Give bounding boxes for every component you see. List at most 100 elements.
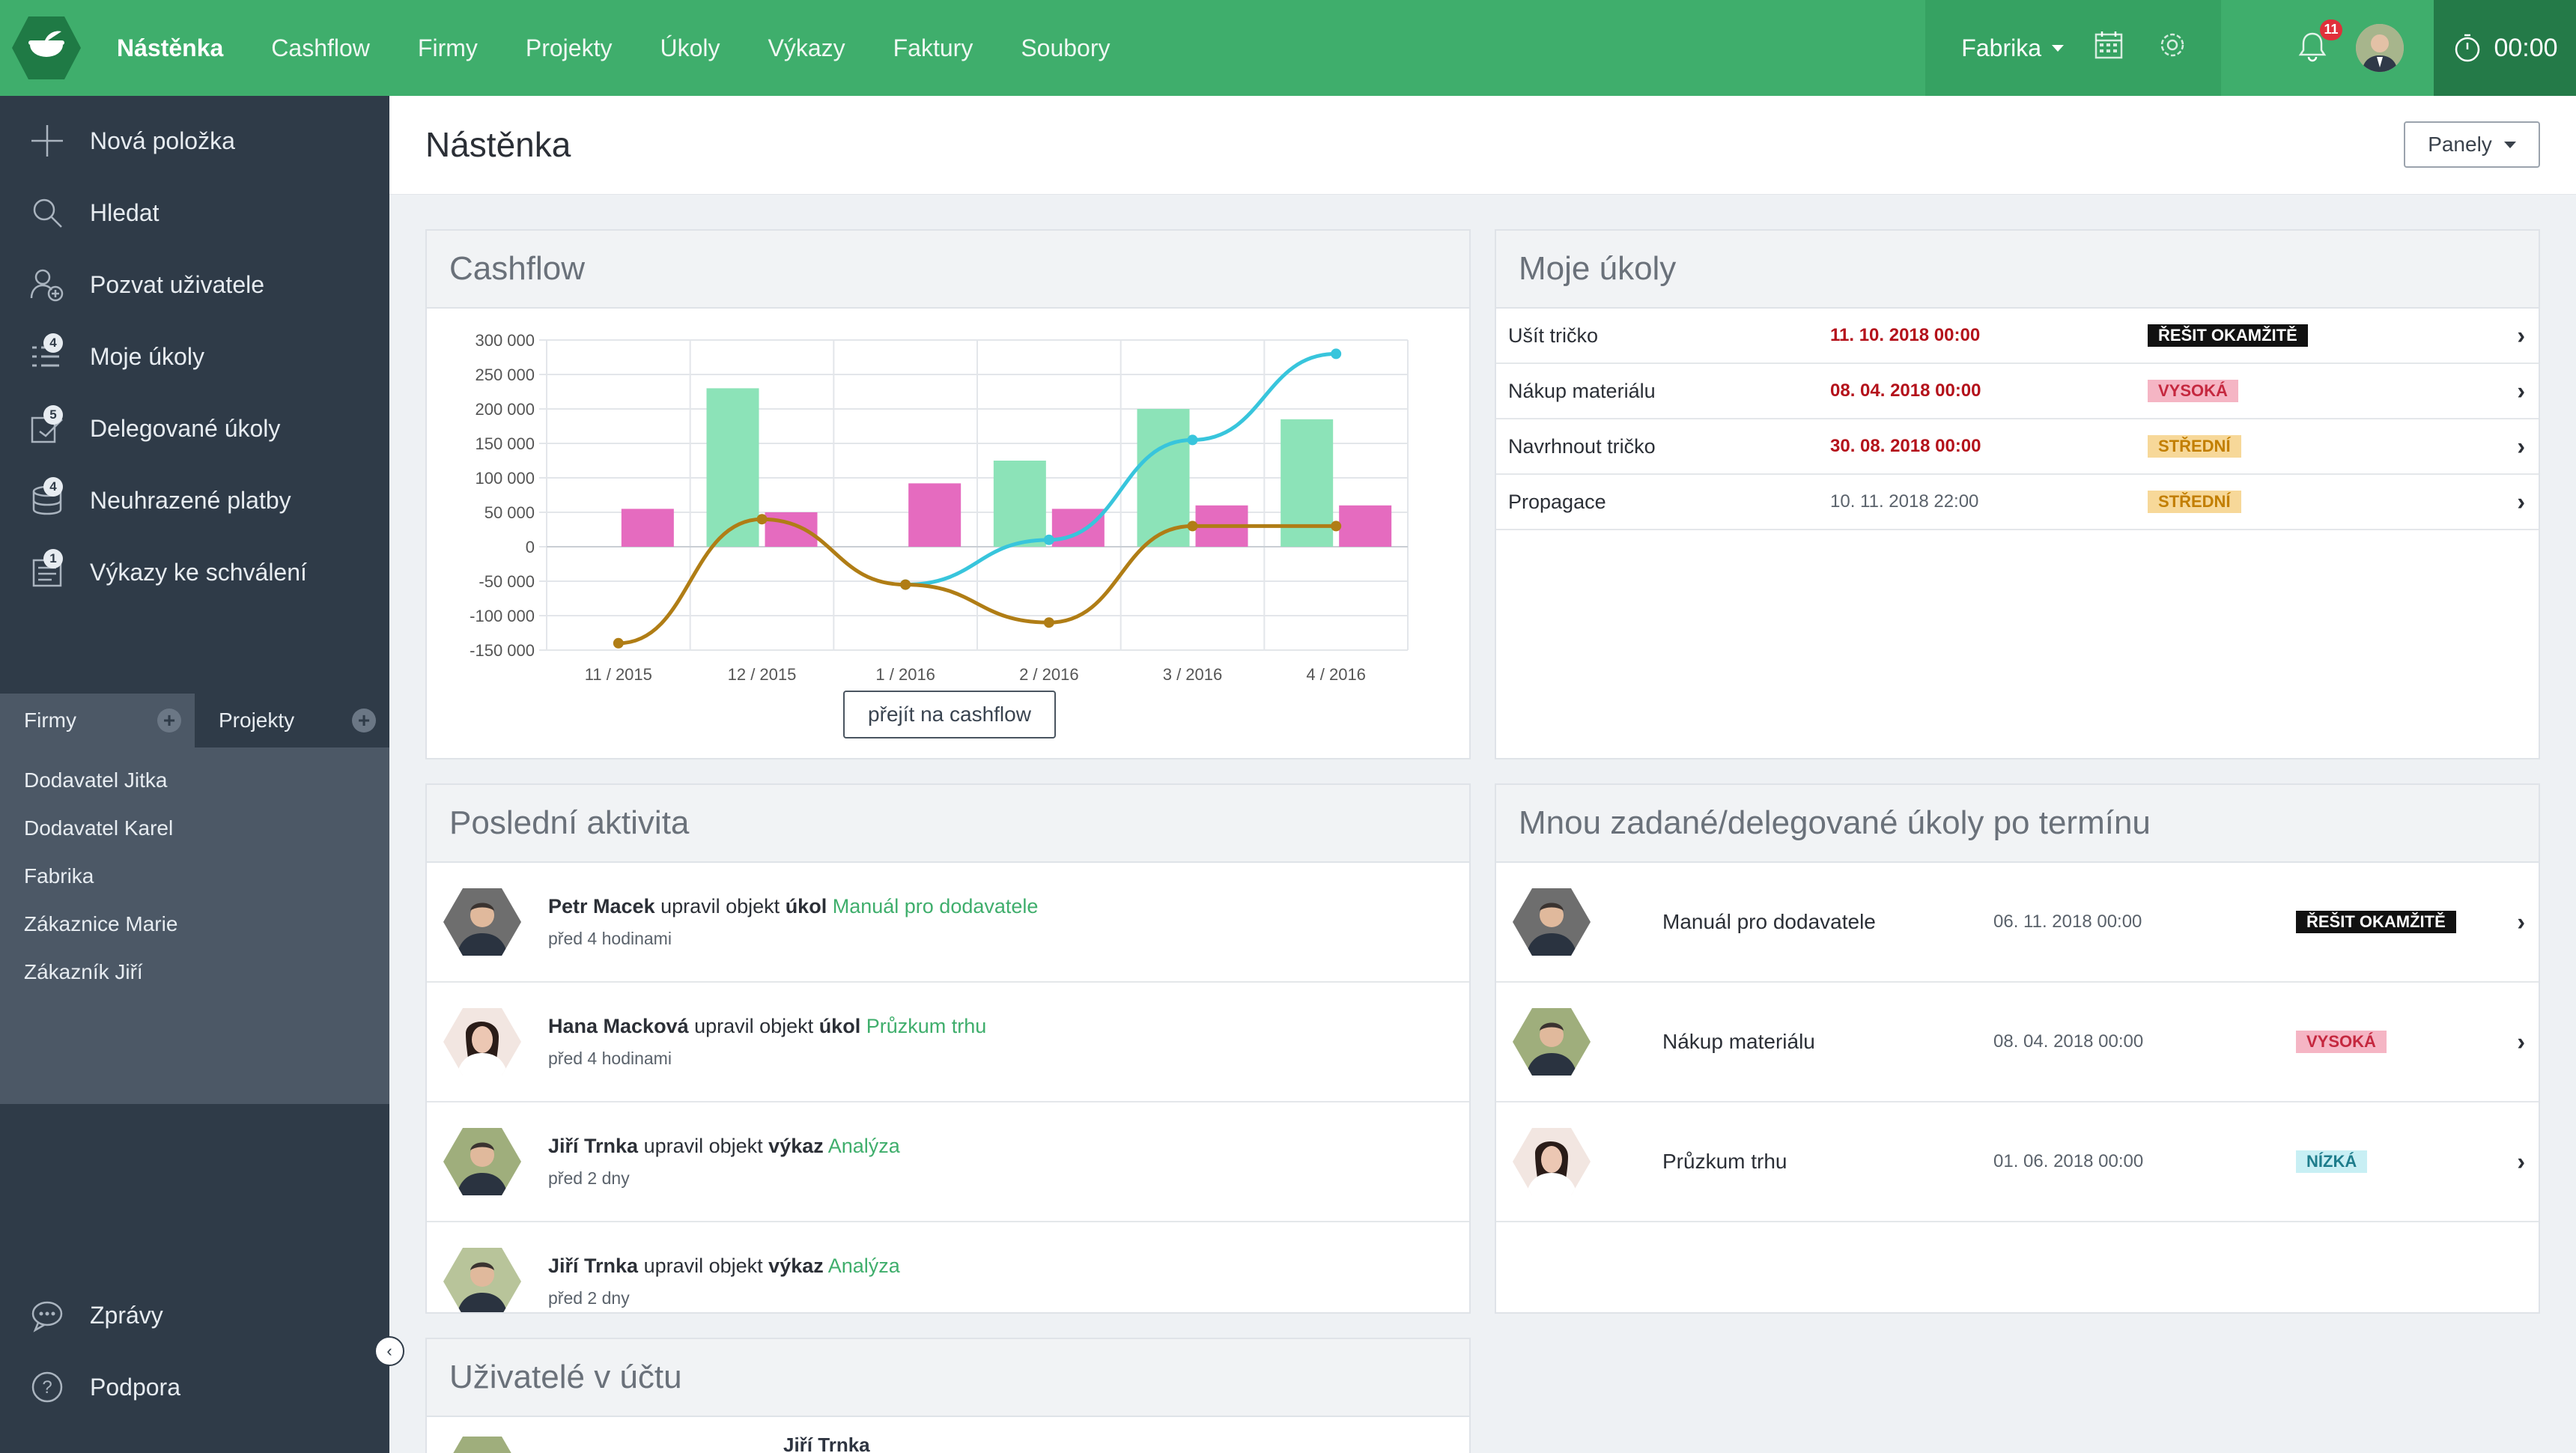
chart-point bbox=[1331, 521, 1342, 532]
activity-target-link[interactable]: Manuál pro dodavatele bbox=[832, 895, 1039, 917]
user-row[interactable]: Jiří Trnka bbox=[427, 1417, 1469, 1453]
activity-target-link[interactable]: Analýza bbox=[827, 1135, 900, 1157]
sidebar-item-zpravy[interactable]: Zprávy bbox=[0, 1279, 389, 1351]
activity-user[interactable]: Jiří Trnka bbox=[548, 1135, 639, 1157]
task-row[interactable]: Nákup materiálu 08. 04. 2018 00:00 VYSOKÁ › bbox=[1496, 364, 2539, 419]
user-avatar[interactable] bbox=[2356, 24, 2404, 72]
company-list-item[interactable]: Dodavatel Karel bbox=[24, 816, 174, 840]
user-name: Jiří Trnka bbox=[783, 1434, 870, 1453]
sidebar-item-podpora[interactable]: ? Podpora bbox=[0, 1351, 389, 1423]
add-company-icon[interactable]: + bbox=[157, 709, 181, 732]
user-avatar[interactable] bbox=[443, 1128, 521, 1195]
chevron-right-icon[interactable]: › bbox=[2517, 1028, 2525, 1055]
time-tracker-button[interactable]: 00:00 bbox=[2434, 0, 2576, 96]
priority-badge: VYSOKÁ bbox=[2296, 1031, 2387, 1053]
company-list-item[interactable]: Zákaznice Marie bbox=[24, 912, 178, 935]
sidebar-item-nova-polozka[interactable]: Nová položka bbox=[0, 105, 389, 177]
panels-dropdown[interactable]: Panely bbox=[2404, 121, 2540, 168]
app-logo-icon[interactable] bbox=[9, 10, 84, 85]
user-avatar[interactable] bbox=[443, 1008, 521, 1076]
activity-user[interactable]: Petr Macek bbox=[548, 895, 655, 917]
chevron-right-icon[interactable]: › bbox=[2517, 488, 2525, 515]
tab-firmy[interactable]: Firmy + bbox=[0, 694, 195, 747]
nav-item-projekty[interactable]: Projekty bbox=[525, 34, 613, 61]
invite-user-icon bbox=[27, 264, 67, 305]
chevron-right-icon[interactable]: › bbox=[2517, 432, 2525, 460]
task-name: Průzkum trhu bbox=[1662, 1150, 1787, 1173]
activity-verb: upravil objekt bbox=[654, 895, 786, 917]
nav-item-vykazy[interactable]: Výkazy bbox=[768, 34, 845, 61]
notifications-button[interactable]: 11 bbox=[2296, 19, 2342, 67]
sidebar-item-neuhrazene-platby[interactable]: 4 Neuhrazené platby bbox=[0, 464, 389, 536]
sidebar-item-hledat[interactable]: Hledat bbox=[0, 177, 389, 249]
gear-icon[interactable] bbox=[2157, 29, 2188, 67]
x-tick-label: 2 / 2016 bbox=[1019, 665, 1079, 684]
task-name: Propagace bbox=[1508, 490, 1606, 513]
chevron-down-icon bbox=[2052, 44, 2064, 52]
nav-item-cashflow[interactable]: Cashflow bbox=[271, 34, 370, 61]
panel-title: Mnou zadané/delegované úkoly po termínu bbox=[1496, 785, 2539, 863]
sidebar-item-label: Zprávy bbox=[90, 1301, 163, 1329]
chart-point bbox=[1187, 521, 1198, 532]
delegated-task-row[interactable]: Nákup materiálu 08. 04. 2018 00:00 VYSOKÁ › bbox=[1496, 983, 2539, 1102]
activity-user[interactable]: Hana Macková bbox=[548, 1015, 689, 1037]
user-avatar bbox=[443, 1437, 521, 1453]
user-avatar[interactable] bbox=[443, 1248, 521, 1312]
user-avatar bbox=[1513, 1008, 1591, 1076]
calendar-icon[interactable] bbox=[2094, 30, 2124, 66]
nav-item-nastenka[interactable]: Nástěnka bbox=[117, 34, 224, 61]
sidebar-item-vykazy-ke-schvaleni[interactable]: 1 Výkazy ke schválení bbox=[0, 536, 389, 608]
y-tick-label: -100 000 bbox=[470, 607, 535, 625]
task-row[interactable]: Ušít tričko 11. 10. 2018 00:00 ŘEŠIT OKAMŽ… bbox=[1496, 309, 2539, 364]
collapse-sidebar-button[interactable]: ‹ bbox=[374, 1336, 404, 1366]
sidebar-item-delegovane-ukoly[interactable]: 5 Delegované úkoly bbox=[0, 392, 389, 464]
user-avatar[interactable] bbox=[443, 888, 521, 956]
nav-item-firmy[interactable]: Firmy bbox=[417, 34, 478, 61]
count-badge: 4 bbox=[43, 333, 63, 353]
chevron-down-icon bbox=[2503, 141, 2516, 148]
cashflow-chart: 300 000 250 000 200 000 150 000 100 000 50 00… bbox=[470, 331, 1409, 684]
delegated-task-row[interactable]: Průzkum trhu 01. 06. 2018 00:00 NÍZKÁ › bbox=[1496, 1102, 2539, 1222]
nav-item-faktury[interactable]: Faktury bbox=[893, 34, 973, 61]
sidebar-item-label: Hledat bbox=[90, 198, 160, 226]
panel-title: Moje úkoly bbox=[1496, 231, 2539, 309]
task-deadline: 06. 11. 2018 00:00 bbox=[1993, 911, 2142, 932]
top-navbar: Nástěnka Cashflow Firmy Projekty Úkoly Výkazy… bbox=[0, 0, 2576, 96]
chevron-right-icon[interactable]: › bbox=[2517, 1147, 2525, 1175]
sidebar-item-pozvat-uzivatele[interactable]: Pozvat uživatele bbox=[0, 249, 389, 321]
activity-target-link[interactable]: Analýza bbox=[827, 1255, 900, 1277]
chevron-right-icon[interactable]: › bbox=[2517, 321, 2525, 349]
count-badge: 1 bbox=[43, 549, 63, 568]
users-panel: Uživatelé v účtu Jiří Trnka bbox=[425, 1338, 1471, 1453]
company-list-item[interactable]: Zákazník Jiří bbox=[24, 960, 143, 983]
timesheet-icon: 1 bbox=[27, 549, 67, 592]
company-list-item[interactable]: Fabrika bbox=[24, 864, 94, 888]
plus-icon bbox=[27, 121, 67, 161]
nav-item-ukoly[interactable]: Úkoly bbox=[660, 34, 720, 61]
activity-line: Hana Macková upravil objekt úkol Průzkum… bbox=[548, 1015, 986, 1038]
activity-user[interactable]: Jiří Trnka bbox=[548, 1255, 639, 1277]
company-list-item[interactable]: Dodavatel Jitka bbox=[24, 768, 168, 792]
y-tick-label: 50 000 bbox=[484, 503, 535, 522]
chevron-right-icon[interactable]: › bbox=[2517, 908, 2525, 935]
company-area: Fabrika bbox=[1925, 0, 2221, 96]
add-project-icon[interactable]: + bbox=[352, 709, 376, 732]
tab-projekty[interactable]: Projekty + bbox=[195, 694, 389, 747]
delegated-task-row[interactable]: Manuál pro dodavatele 06. 11. 2018 00:00 Ř… bbox=[1496, 863, 2539, 983]
company-name: Fabrika bbox=[1961, 34, 2041, 61]
activity-object-type: úkol bbox=[785, 895, 827, 917]
company-selector[interactable]: Fabrika bbox=[1961, 34, 2064, 62]
y-tick-label: 200 000 bbox=[475, 400, 535, 419]
priority-badge: STŘEDNÍ bbox=[2148, 435, 2241, 458]
nav-item-soubory[interactable]: Soubory bbox=[1021, 34, 1111, 61]
sidebar-item-moje-ukoly[interactable]: 4 Moje úkoly bbox=[0, 321, 389, 392]
activity-line: Jiří Trnka upravil objekt výkaz Analýza bbox=[548, 1255, 900, 1278]
chart-point bbox=[1187, 434, 1198, 446]
task-row[interactable]: Navrhnout tričko 30. 08. 2018 00:00 STŘEDN… bbox=[1496, 419, 2539, 475]
go-to-cashflow-button[interactable]: přejít na cashflow bbox=[843, 691, 1056, 738]
x-tick-label: 12 / 2015 bbox=[728, 665, 797, 684]
activity-target-link[interactable]: Průzkum trhu bbox=[866, 1015, 987, 1037]
chart-line bbox=[905, 351, 1337, 587]
task-row[interactable]: Propagace 10. 11. 2018 22:00 STŘEDNÍ › bbox=[1496, 475, 2539, 530]
chevron-right-icon[interactable]: › bbox=[2517, 377, 2525, 404]
